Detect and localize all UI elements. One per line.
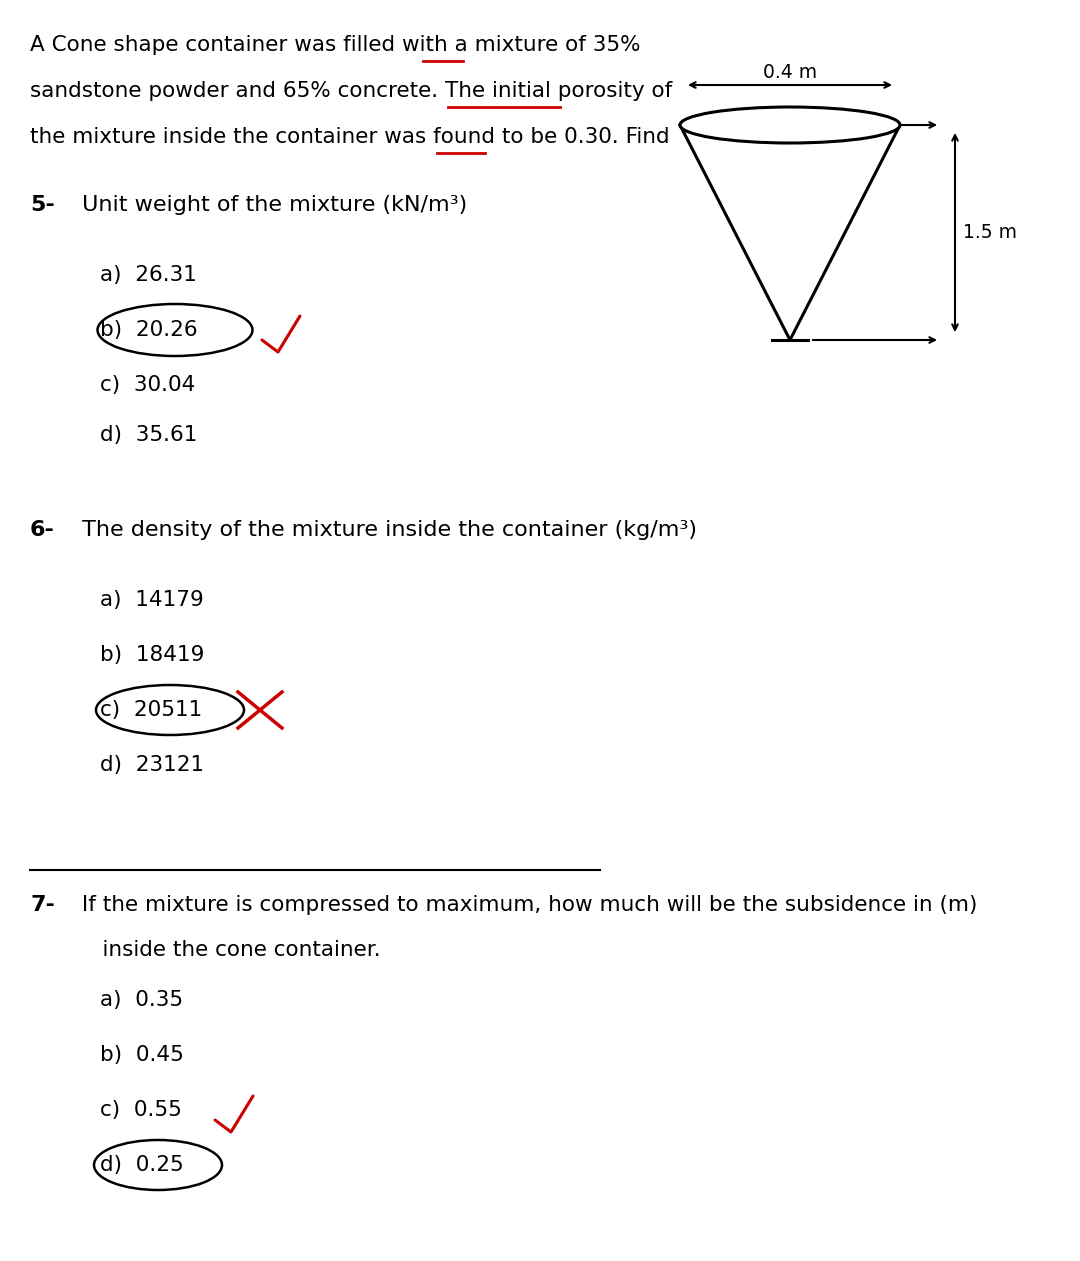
Text: d)  35.61: d) 35.61	[100, 425, 198, 445]
Text: b)  18419: b) 18419	[100, 644, 204, 665]
Text: If the mixture is compressed to maximum, how much will be the subsidence in (m): If the mixture is compressed to maximum,…	[75, 895, 977, 915]
Text: The density of the mixture inside the container (kg/m³): The density of the mixture inside the co…	[75, 520, 697, 540]
Text: b)  0.45: b) 0.45	[100, 1045, 184, 1066]
Text: c)  30.04: c) 30.04	[100, 375, 195, 395]
Text: d)  0.25: d) 0.25	[100, 1155, 184, 1175]
Text: Unit weight of the mixture (kN/m³): Unit weight of the mixture (kN/m³)	[75, 195, 468, 214]
Ellipse shape	[680, 107, 900, 142]
Text: inside the cone container.: inside the cone container.	[75, 939, 380, 960]
Text: sandstone powder and 65% concrete. The initial porosity of: sandstone powder and 65% concrete. The i…	[30, 81, 672, 101]
Text: a)  0.35: a) 0.35	[100, 990, 184, 1010]
Text: 6-: 6-	[30, 520, 55, 540]
Text: the mixture inside the container was found to be 0.30. Find: the mixture inside the container was fou…	[30, 127, 670, 148]
Text: 7-: 7-	[30, 895, 55, 915]
Text: A Cone shape container was filled with a mixture of 35%: A Cone shape container was filled with a…	[30, 35, 640, 55]
Text: 1.5 m: 1.5 m	[963, 223, 1017, 242]
Text: a)  26.31: a) 26.31	[100, 265, 197, 285]
Text: c)  0.55: c) 0.55	[100, 1100, 181, 1120]
Text: 0.4 m: 0.4 m	[762, 63, 818, 82]
Text: a)  14179: a) 14179	[100, 590, 204, 610]
Text: 5-: 5-	[30, 195, 55, 214]
Text: c)  20511: c) 20511	[100, 700, 202, 720]
Text: b)  20.26: b) 20.26	[100, 320, 198, 340]
Text: d)  23121: d) 23121	[100, 755, 204, 776]
